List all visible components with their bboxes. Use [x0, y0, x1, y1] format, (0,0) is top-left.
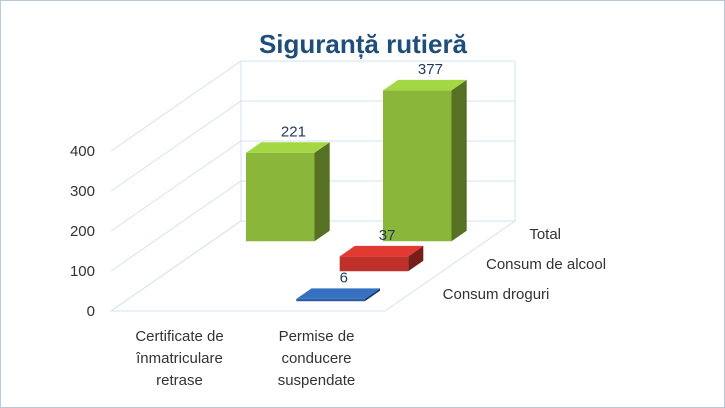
bar-top-face	[383, 79, 467, 91]
data-label: 221	[281, 123, 306, 140]
bar-consum-de-alcool	[339, 245, 424, 272]
bar-side-face	[314, 142, 330, 242]
bar-front-face	[246, 152, 315, 242]
bar-front-face	[296, 298, 365, 302]
bar-total	[246, 142, 330, 242]
labels: 0 100 200 300 400 221 377 37 6 Certificate de înma…	[70, 61, 606, 389]
y-tick-label: 100	[70, 263, 95, 280]
series-label: Consum de alcool	[486, 256, 606, 273]
bar-total	[383, 79, 467, 242]
y-tick-label: 400	[70, 143, 95, 160]
bar-top-face	[339, 245, 424, 257]
bar-side-face	[408, 245, 424, 272]
bar-top-face	[246, 142, 330, 153]
data-label: 6	[340, 269, 348, 286]
bar-front-face	[339, 256, 409, 272]
y-tick-label: 300	[70, 183, 95, 200]
bar-top-face	[296, 288, 380, 299]
y-tick-label: 200	[70, 223, 95, 240]
gridlines	[109, 60, 517, 312]
category-label: Certificate de înmatriculare retrase	[135, 328, 224, 389]
data-label: 37	[379, 227, 396, 244]
bars	[246, 79, 467, 302]
bar-consum-droguri	[296, 288, 380, 302]
series-label: Total	[529, 226, 561, 243]
chart-title: Siguranță rutieră	[259, 29, 468, 59]
data-label: 377	[418, 61, 443, 78]
category-label: Permise de conducere suspendate	[278, 328, 356, 389]
y-tick-label: 0	[87, 303, 95, 320]
bar-side-face	[451, 79, 467, 242]
series-label: Consum droguri	[443, 286, 550, 303]
bar-front-face	[383, 90, 452, 242]
bar-side-face	[364, 288, 380, 302]
